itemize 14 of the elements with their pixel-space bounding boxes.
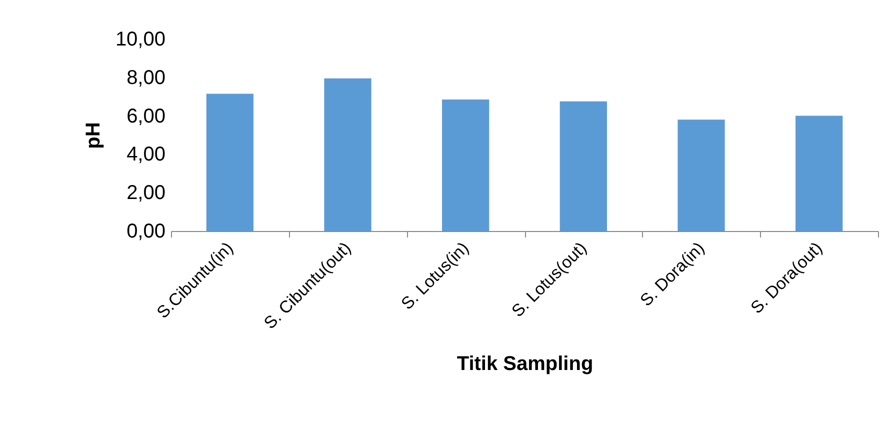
y-tick-label: 2,00: [126, 182, 166, 204]
bar: [560, 101, 607, 231]
y-tick-label: 0,00: [126, 220, 166, 242]
y-tick-label: 10,00: [115, 28, 166, 50]
y-tick-label: 8,00: [126, 66, 166, 89]
y-tick-label: 4,00: [126, 144, 166, 166]
y-tick-label: 6,00: [126, 105, 166, 128]
bar: [678, 120, 725, 231]
y-axis-title: pH: [82, 122, 104, 149]
bar: [796, 116, 843, 231]
bar: [324, 78, 372, 231]
x-axis-title: Titik Sampling: [456, 353, 594, 376]
bar: [442, 99, 490, 231]
bar: [206, 94, 254, 231]
